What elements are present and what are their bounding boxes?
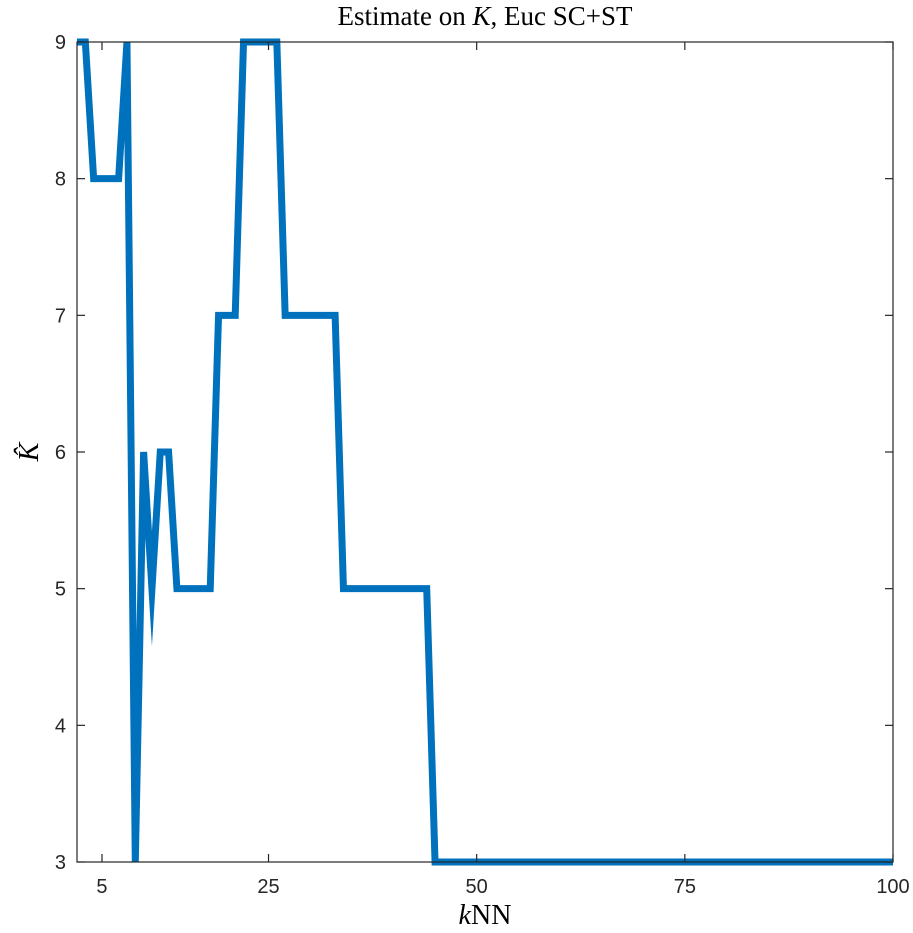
y-tick-label: 3 [55, 852, 66, 874]
y-axis: 3 4 5 6 7 8 9 [55, 32, 893, 874]
y-tick-label: 5 [55, 579, 66, 601]
x-axis: 5 25 50 75 100 [96, 42, 910, 898]
series-line-0 [77, 38, 893, 866]
y-tick-label: 7 [55, 305, 66, 327]
y-tick-label: 4 [55, 715, 66, 737]
axes-box [76, 41, 894, 863]
y-tick-label: 8 [55, 169, 66, 191]
y-tick-label: 9 [55, 32, 66, 54]
chart-title: Estimate on K, Euc SC+ST [338, 1, 633, 31]
x-tick-label: 75 [674, 876, 696, 898]
x-tick-label: 5 [96, 876, 107, 898]
x-axis-label: kNN [459, 900, 512, 931]
x-tick-label: 50 [466, 876, 488, 898]
y-axis-label: K̂ [14, 441, 45, 462]
y-tick-label: 6 [55, 442, 66, 464]
x-tick-label: 100 [876, 876, 909, 898]
x-tick-label: 25 [257, 876, 279, 898]
plot-area [77, 38, 893, 866]
